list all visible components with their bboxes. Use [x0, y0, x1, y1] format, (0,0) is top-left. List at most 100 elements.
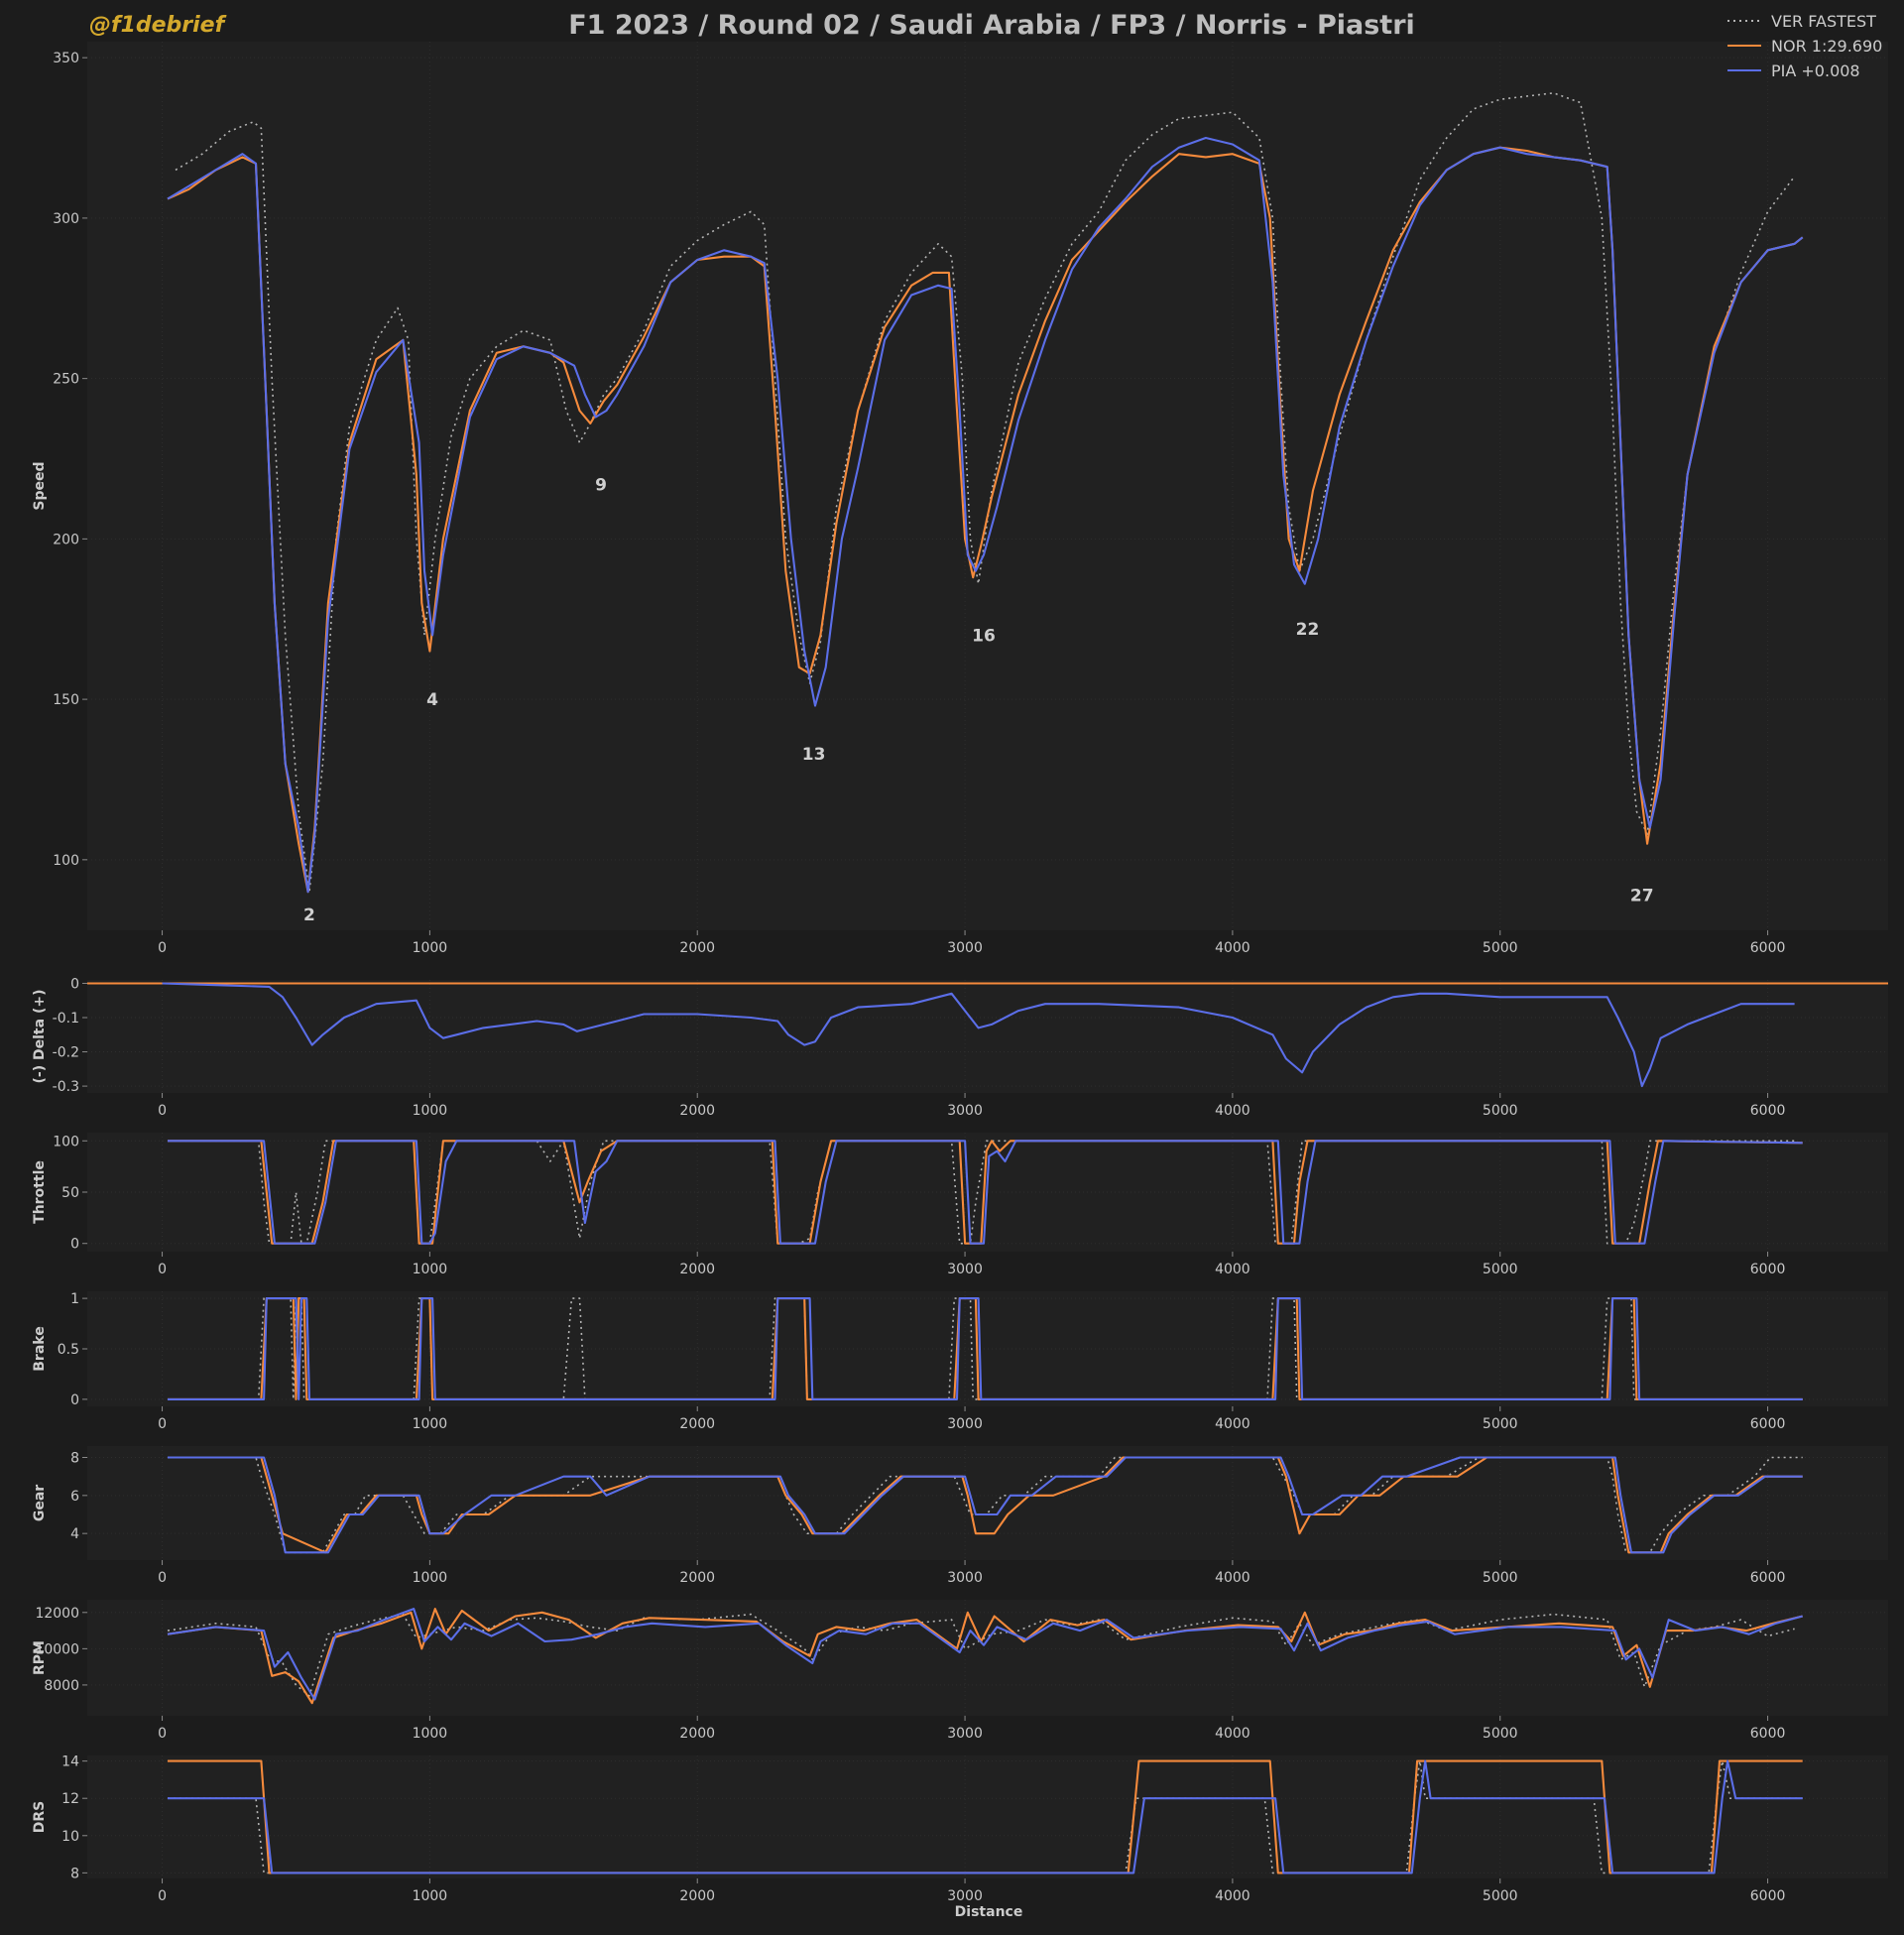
- delta-x-tick-label: 4000: [1215, 1103, 1250, 1119]
- throttle-x-tick-label: 4000: [1215, 1262, 1250, 1277]
- speed-series-line-pia: [167, 136, 1804, 894]
- gear-x-tick-label: 4000: [1215, 1570, 1250, 1586]
- rpm-y-axis-label: RPM: [32, 1640, 48, 1675]
- corner-label: 2: [303, 906, 315, 925]
- corner-label: 4: [426, 690, 438, 710]
- gear-y-axis-label: Gear: [32, 1485, 48, 1521]
- throttle-series-line-pia: [168, 1140, 1803, 1245]
- drs-y-tick-label: 14: [61, 1754, 79, 1770]
- brake-x-tick-label: 4000: [1215, 1416, 1250, 1432]
- speed-x-tick-label: 6000: [1750, 940, 1786, 956]
- drs-x-tick-label: 0: [158, 1888, 167, 1904]
- delta-x-tick-label: 6000: [1750, 1103, 1786, 1119]
- rpm-plot-area: [87, 1600, 1888, 1716]
- drs-series-line-pia: [168, 1759, 1803, 1875]
- corner-label: 27: [1630, 886, 1654, 906]
- speed-y-tick-label: 350: [53, 51, 79, 66]
- brake-y-axis-label: Brake: [32, 1326, 48, 1371]
- rpm-y-tick-label: 12000: [35, 1606, 79, 1622]
- speed-plot-area: [87, 42, 1888, 930]
- brake-series-group: [168, 1297, 1803, 1400]
- throttle-x-tick-label: 6000: [1750, 1262, 1786, 1277]
- speed-y-axis-label: Speed: [32, 461, 48, 510]
- brake-x-tick-label: 2000: [679, 1416, 715, 1432]
- gear-x-tick-label: 6000: [1750, 1570, 1786, 1586]
- rpm-series-line-nor: [167, 1608, 1803, 1705]
- speed-y-tick-label: 250: [53, 372, 79, 388]
- delta-panel: 0 -0.1 -0.2 -0.3 0 1000 2000 3000 4000 5000 6000 (-…: [32, 976, 1888, 1119]
- drs-x-tick-label: 1000: [413, 1888, 448, 1904]
- drs-x-tick-label: 3000: [947, 1888, 983, 1904]
- throttle-x-tick-label: 2000: [679, 1262, 715, 1277]
- gear-series-group: [168, 1456, 1803, 1554]
- rpm-series-group: [167, 1608, 1803, 1705]
- legend-entry: PIA +0.008: [1727, 61, 1860, 80]
- gear-y-tick-label: 8: [70, 1451, 79, 1467]
- drs-panel: 8 10 12 14 0 1000 2000 3000 4000 5000 6000 DRS: [32, 1754, 1888, 1904]
- delta-y-tick-label: -0.3: [53, 1079, 79, 1095]
- throttle-y-tick-label: 0: [70, 1237, 79, 1253]
- legend: VER FASTEST NOR 1:29.690 PIA +0.008: [1727, 12, 1882, 80]
- drs-plot-area: [87, 1755, 1888, 1878]
- legend-label: VER FASTEST: [1771, 12, 1876, 31]
- speed-x-tick-label: 0: [158, 940, 167, 956]
- gear-y-tick-label: 6: [70, 1489, 79, 1505]
- rpm-x-tick-label: 4000: [1215, 1726, 1250, 1742]
- rpm-x-tick-label: 3000: [947, 1726, 983, 1742]
- throttle-y-tick-label: 50: [61, 1185, 79, 1201]
- drs-y-tick-label: 12: [61, 1791, 79, 1807]
- delta-y-tick-label: -0.1: [53, 1011, 79, 1027]
- brake-y-tick-label: 0.5: [58, 1342, 79, 1358]
- gear-x-tick-label: 1000: [413, 1570, 448, 1586]
- rpm-x-tick-label: 6000: [1750, 1726, 1786, 1742]
- gear-panel: 4 6 8 0 1000 2000 3000 4000 5000 6000 Gear: [32, 1446, 1888, 1586]
- corner-label: 22: [1296, 620, 1320, 640]
- delta-y-tick-label: 0: [70, 976, 79, 992]
- speed-y-tick-label: 200: [53, 532, 79, 547]
- delta-y-axis-label: (-) Delta (+): [32, 990, 48, 1084]
- delta-x-tick-label: 3000: [947, 1103, 983, 1119]
- drs-x-tick-label: 4000: [1215, 1888, 1250, 1904]
- throttle-x-tick-label: 5000: [1483, 1262, 1518, 1277]
- delta-series-group: [87, 982, 1888, 1088]
- speed-series-line-ver: [175, 92, 1796, 894]
- drs-x-tick-label: 2000: [679, 1888, 715, 1904]
- gear-x-tick-label: 3000: [947, 1570, 983, 1586]
- throttle-y-tick-label: 100: [53, 1134, 79, 1149]
- brake-x-tick-label: 1000: [413, 1416, 448, 1432]
- brake-x-tick-label: 3000: [947, 1416, 983, 1432]
- rpm-series-line-ver: [167, 1613, 1795, 1697]
- corner-label: 13: [802, 745, 826, 765]
- throttle-y-axis-label: Throttle: [32, 1160, 48, 1224]
- legend-entry: NOR 1:29.690: [1727, 37, 1882, 56]
- brake-series-line-pia: [168, 1297, 1803, 1400]
- speed-x-tick-label: 5000: [1483, 940, 1518, 956]
- corner-label: 9: [595, 475, 607, 495]
- gear-y-tick-label: 4: [70, 1526, 79, 1542]
- x-axis-label: Distance: [955, 1904, 1023, 1920]
- drs-x-tick-label: 6000: [1750, 1888, 1786, 1904]
- gear-series-line-ver: [168, 1456, 1803, 1554]
- throttle-x-tick-label: 1000: [413, 1262, 448, 1277]
- gear-plot-area: [87, 1446, 1888, 1560]
- throttle-series-group: [168, 1140, 1803, 1245]
- brake-x-tick-label: 6000: [1750, 1416, 1786, 1432]
- brake-x-tick-label: 0: [158, 1416, 167, 1432]
- rpm-panel: 8000 10000 12000 0 1000 2000 3000 4000 5000 6000 R…: [32, 1600, 1888, 1742]
- delta-series-line-pia: [162, 982, 1795, 1088]
- rpm-x-tick-label: 2000: [679, 1726, 715, 1742]
- rpm-series-line-pia: [167, 1608, 1803, 1701]
- chart-title: F1 2023 / Round 02 / Saudi Arabia / FP3 …: [568, 10, 1415, 41]
- gear-series-line-pia: [168, 1456, 1803, 1554]
- brake-y-tick-label: 0: [70, 1392, 79, 1408]
- legend-label: PIA +0.008: [1771, 61, 1860, 80]
- rpm-y-tick-label: 10000: [35, 1641, 79, 1657]
- drs-y-axis-label: DRS: [32, 1801, 48, 1833]
- delta-x-tick-label: 2000: [679, 1103, 715, 1119]
- drs-y-tick-label: 10: [61, 1829, 79, 1845]
- delta-x-tick-label: 1000: [413, 1103, 448, 1119]
- speed-y-tick-label: 150: [53, 692, 79, 708]
- drs-y-tick-label: 8: [70, 1866, 79, 1881]
